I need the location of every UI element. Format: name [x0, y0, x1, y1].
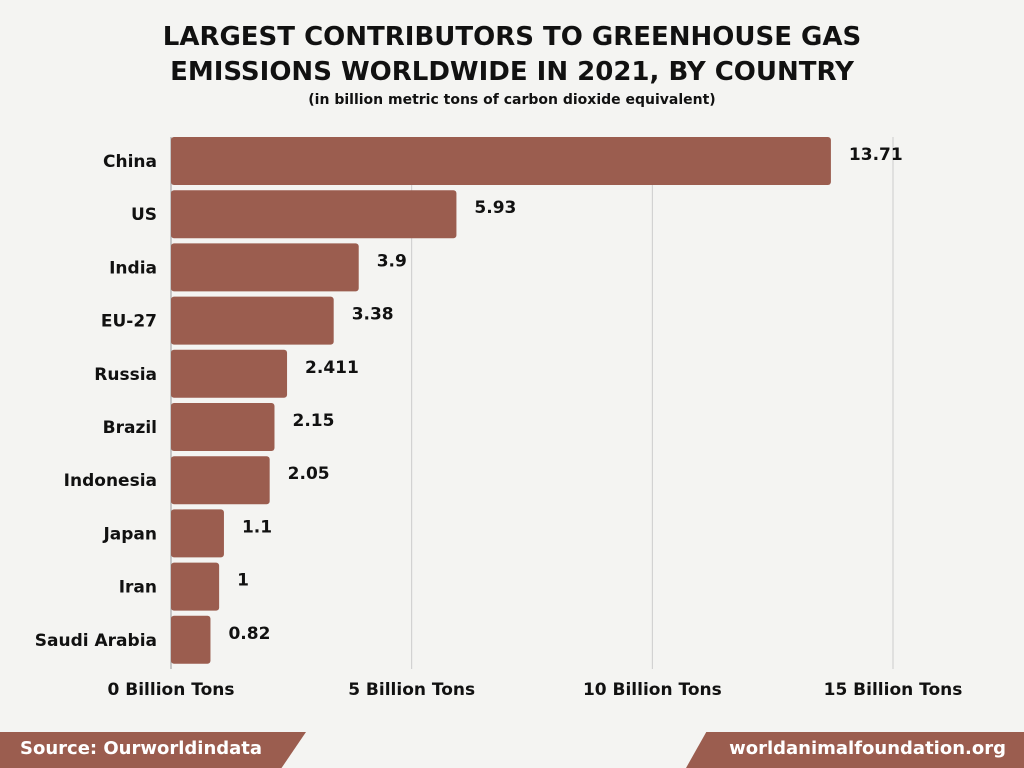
category-label: Brazil	[103, 418, 157, 438]
bar	[171, 243, 359, 292]
value-label: 13.71	[849, 145, 903, 165]
value-label: 0.82	[228, 624, 270, 644]
bar	[171, 562, 220, 611]
bar	[171, 349, 288, 398]
bar-chart: China 13.71 US 5.93 India 3.9 EU-27 3.38 Russia 2…	[35, 137, 963, 700]
category-label: Iran	[119, 578, 157, 598]
bar	[171, 403, 275, 451]
category-label: Russia	[94, 365, 157, 385]
value-label: 3.9	[377, 251, 407, 271]
value-label: 2.05	[288, 464, 330, 484]
website-text: worldanimalfoundation.org	[729, 738, 1006, 759]
x-tick-label: 5 Billion Tons	[348, 680, 475, 700]
bar	[171, 137, 831, 185]
chart-title-line-2: EMISSIONS WORLDWIDE IN 2021, BY COUNTRY	[170, 57, 854, 87]
website-banner: worldanimalfoundation.org	[686, 732, 1024, 768]
x-tick-label: 10 Billion Tons	[583, 680, 722, 700]
source-text: Source: Ourworldindata	[20, 738, 263, 759]
category-label: Saudi Arabia	[35, 631, 157, 651]
value-label: 3.38	[352, 305, 394, 325]
value-label: 2.411	[305, 358, 359, 378]
category-label: Indonesia	[64, 471, 157, 491]
category-label: China	[103, 152, 157, 172]
bar	[171, 615, 211, 664]
x-tick-label: 0 Billion Tons	[108, 680, 235, 700]
category-label: Japan	[102, 524, 157, 544]
bar	[171, 296, 334, 345]
value-label: 2.15	[292, 411, 334, 431]
bar	[171, 509, 224, 558]
chart-subtitle: (in billion metric tons of carbon dioxid…	[308, 92, 716, 108]
category-label: US	[131, 205, 157, 225]
category-label: EU-27	[101, 312, 157, 332]
bar	[171, 190, 457, 239]
category-label: India	[109, 258, 157, 278]
x-tick-label: 15 Billion Tons	[824, 680, 963, 700]
value-label: 1	[237, 571, 249, 591]
value-label: 1.1	[242, 517, 272, 537]
chart-title-line-1: LARGEST CONTRIBUTORS TO GREENHOUSE GAS	[162, 22, 862, 52]
source-banner: Source: Ourworldindata	[0, 732, 306, 768]
bar	[171, 456, 270, 505]
value-label: 5.93	[474, 198, 516, 218]
